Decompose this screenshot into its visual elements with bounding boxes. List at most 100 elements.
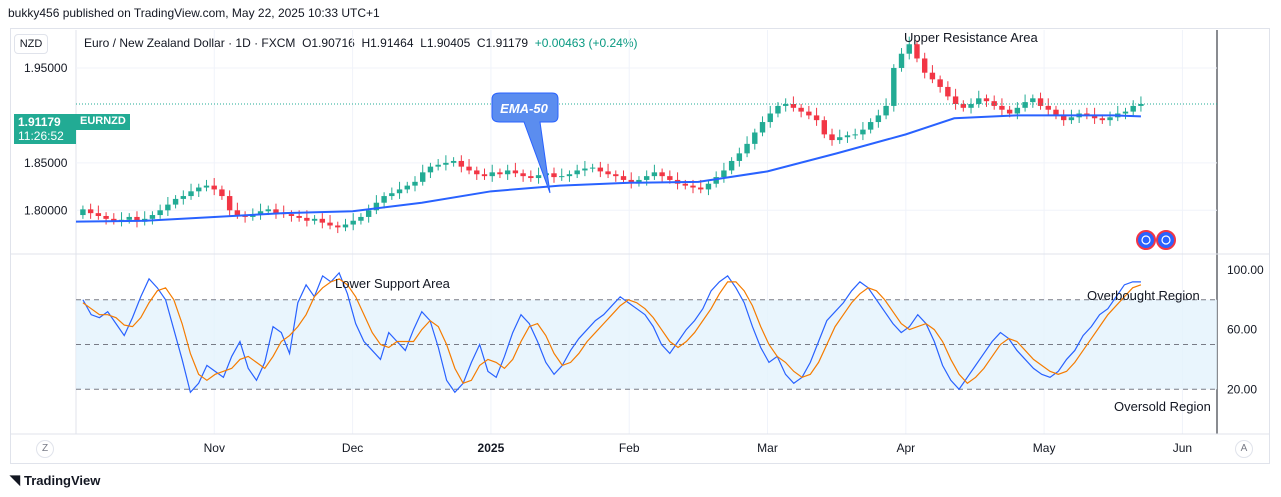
- candle-body: [1122, 111, 1129, 114]
- x-tick-label: May: [1033, 441, 1056, 455]
- candle-body: [466, 166, 472, 171]
- candle-body: [504, 170, 511, 175]
- stoch-tick-label: 20.00: [1227, 382, 1257, 396]
- ema-50-line: [75, 114, 1141, 223]
- candle-body: [165, 204, 171, 211]
- candle-body: [1022, 102, 1028, 108]
- candle-body: [412, 181, 418, 186]
- candle-body: [172, 198, 179, 205]
- candle-body: [968, 104, 974, 108]
- tv-logo-icon: ◥: [10, 472, 20, 487]
- candle-body: [1130, 105, 1136, 112]
- candle-body: [1014, 107, 1021, 114]
- candle-body: [782, 104, 789, 106]
- last-price: 1.91179: [18, 115, 61, 129]
- last-price-tag: 1.91179 11:26:52: [14, 114, 76, 144]
- candle-body: [983, 98, 990, 102]
- currency-button[interactable]: NZD: [14, 34, 48, 54]
- candle-body: [875, 115, 882, 123]
- high-value: H1.91464: [361, 36, 414, 50]
- candle-body: [952, 96, 959, 105]
- candle-body: [999, 105, 1005, 110]
- candle-body: [914, 44, 920, 59]
- candle-body: [474, 170, 480, 175]
- candle-body: [226, 196, 233, 211]
- x-tick-label: 2025: [478, 441, 505, 455]
- candle-body: [342, 224, 349, 228]
- chart-frame: [10, 28, 1270, 464]
- ema-callout: [491, 92, 559, 194]
- candle-body: [705, 183, 712, 190]
- candle-body: [1099, 118, 1106, 121]
- candle-body: [520, 173, 526, 177]
- candle-body: [1138, 104, 1144, 106]
- candle-body: [443, 162, 449, 165]
- candle-body: [844, 135, 851, 138]
- candle-body: [481, 174, 488, 177]
- candle-body: [311, 218, 318, 221]
- candle-body: [319, 218, 326, 223]
- candle-body: [620, 176, 627, 180]
- candle-body: [180, 196, 187, 199]
- candle-body: [767, 113, 773, 123]
- candle-body: [821, 120, 828, 135]
- candle-body: [867, 122, 874, 130]
- candle-body: [659, 172, 665, 177]
- ticker-tag: EURNZD: [76, 114, 130, 130]
- candle-body: [373, 202, 380, 211]
- zoom-button[interactable]: Z: [36, 440, 54, 458]
- candle-body: [535, 175, 542, 179]
- stoch-tick-label: 60.00: [1227, 323, 1257, 337]
- candle-body: [728, 160, 735, 171]
- candle-body: [1037, 98, 1044, 106]
- candle-body: [752, 132, 758, 144]
- price-tick-label: 1.80000: [24, 203, 68, 217]
- stoch-k-line: [82, 271, 1141, 394]
- tradingview-logo[interactable]: ◥ TradingView: [10, 472, 100, 488]
- publish-info: bukky456 published on TradingView.com, M…: [8, 6, 380, 20]
- candle-body: [597, 167, 604, 172]
- x-tick-label: Nov: [204, 441, 225, 455]
- x-tick-label: Mar: [757, 441, 778, 455]
- candle-body: [713, 177, 719, 184]
- candle-body: [211, 185, 217, 190]
- candle-body: [806, 111, 812, 116]
- candle-body: [559, 176, 565, 178]
- candle-body: [636, 179, 642, 183]
- candle-body: [103, 215, 109, 219]
- candle-body: [682, 183, 688, 186]
- candle-body: [566, 174, 573, 177]
- candle-body: [528, 176, 534, 179]
- x-tick-label: Feb: [619, 441, 640, 455]
- candle-body: [203, 185, 210, 188]
- candle-body: [381, 196, 387, 203]
- oversold-label: Oversold Region: [1114, 399, 1211, 414]
- candle-body: [296, 215, 302, 218]
- event-badge-icon: [1136, 230, 1156, 250]
- price-tick-label: 1.95000: [24, 61, 68, 75]
- candle-body: [234, 210, 241, 216]
- candle-body: [1061, 115, 1067, 121]
- x-tick-label: Dec: [342, 441, 363, 455]
- candle-body: [512, 170, 519, 174]
- candle-body: [365, 210, 372, 217]
- upper-resistance-label: Upper Resistance Area: [904, 30, 1038, 45]
- auto-scale-button[interactable]: A: [1235, 440, 1253, 458]
- candle-body: [898, 53, 905, 68]
- candle-body: [837, 137, 843, 141]
- close-value: C1.91179: [476, 36, 529, 50]
- candle-body: [450, 160, 457, 163]
- candle-body: [335, 225, 341, 228]
- candle-body: [605, 171, 611, 175]
- stoch-tick-label: 100.00: [1227, 263, 1264, 277]
- candle-body: [327, 222, 333, 226]
- candle-body: [288, 214, 295, 216]
- candle-body: [404, 185, 410, 190]
- lower-support-label: Lower Support Area: [335, 276, 451, 291]
- x-tick-label: Jun: [1173, 441, 1192, 455]
- candle-body: [350, 220, 356, 225]
- candle-body: [304, 217, 310, 221]
- candle-body: [736, 153, 743, 161]
- candle-body: [420, 172, 426, 182]
